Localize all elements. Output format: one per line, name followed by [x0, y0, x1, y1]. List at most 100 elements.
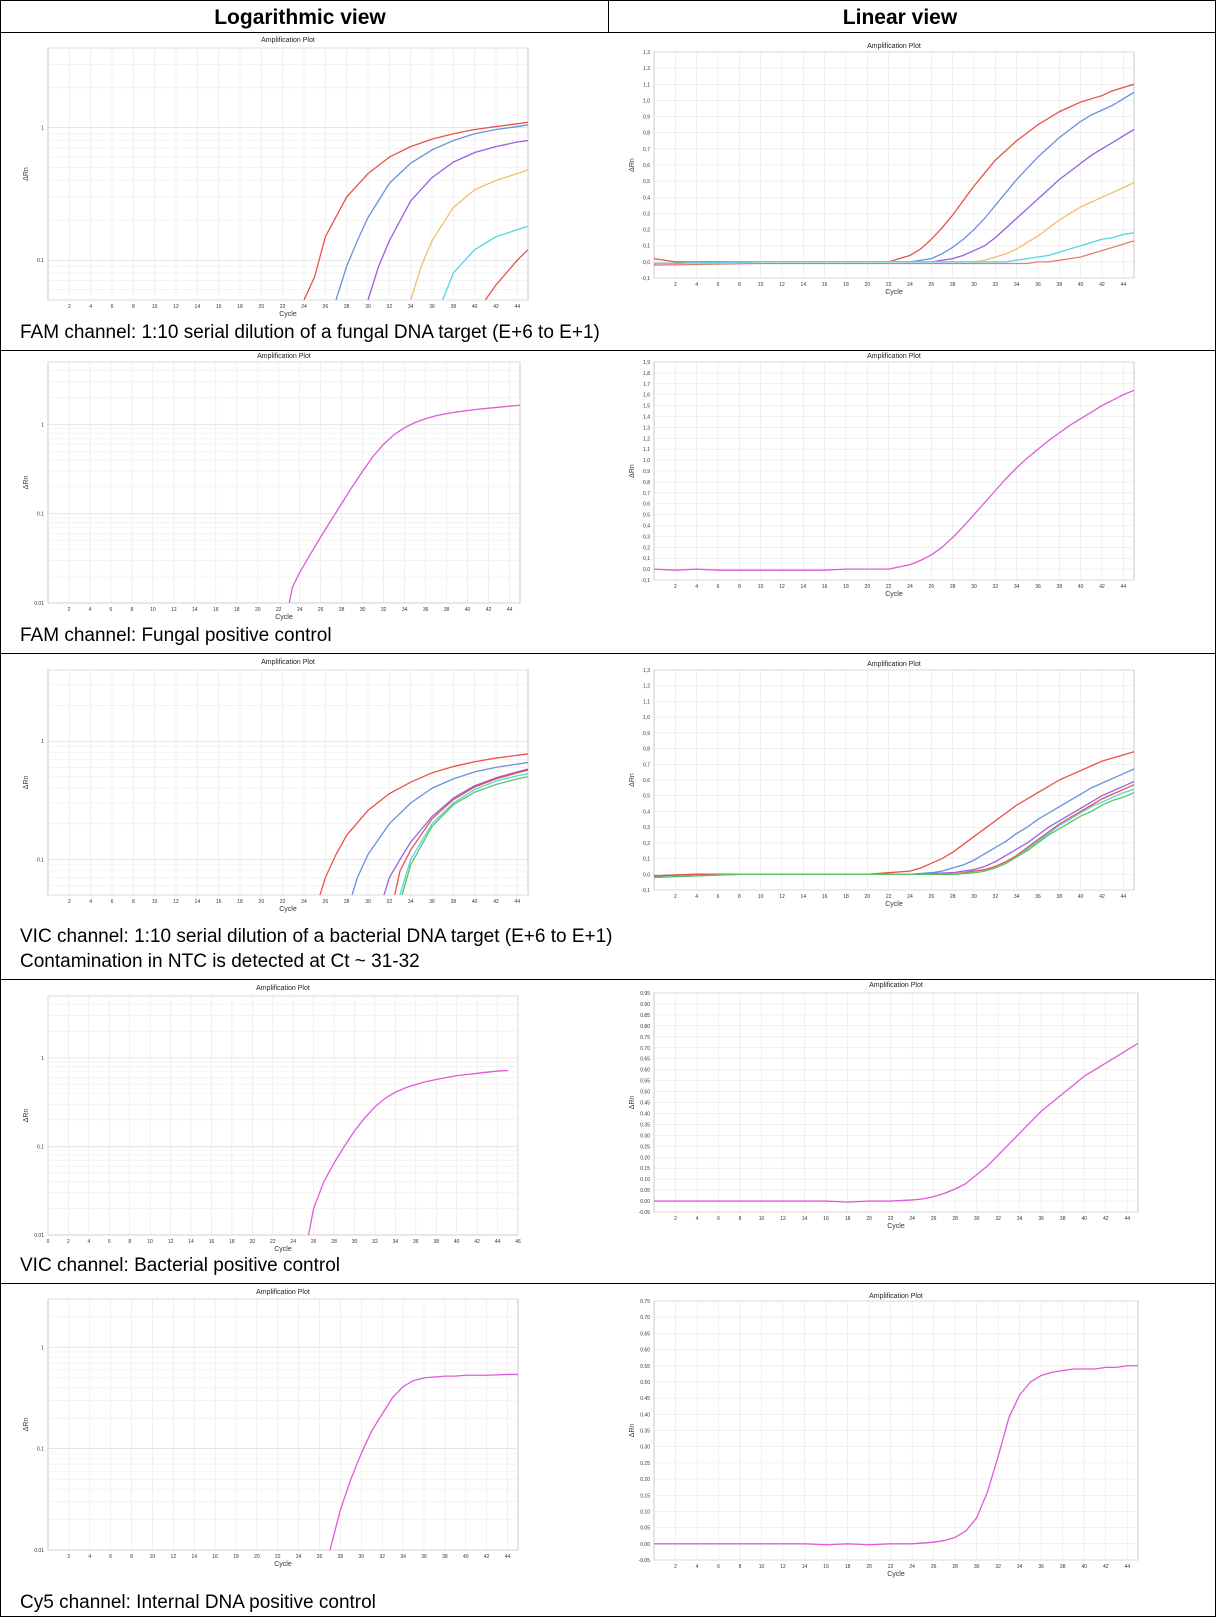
- series-line-3: [654, 128, 1134, 265]
- x-tick-label: 34: [1017, 1216, 1023, 1222]
- caption-row-3-line-1: VIC channel: 1:10 serial dilution of a b…: [20, 926, 613, 947]
- x-tick-label: 28: [338, 1554, 344, 1560]
- x-tick-label: 26: [311, 1239, 317, 1245]
- x-tick-label: 4: [89, 899, 92, 905]
- y-tick-label: 0,2: [643, 228, 650, 234]
- x-tick-label: 36: [1035, 584, 1041, 590]
- y-tick-label: 1,2: [643, 436, 650, 442]
- x-tick-label: 18: [229, 1239, 235, 1245]
- x-tick-label: 24: [909, 1564, 915, 1570]
- chart-panel-10: 2 4 6 8 10 12 14 16 18 20 22 24 26 28 30 32 34 36 38 40 42 44…: [629, 1293, 1139, 1578]
- x-tick-label: 16: [216, 899, 222, 905]
- y-tick-label: 1,2: [643, 66, 650, 72]
- x-tick-label: 42: [493, 899, 499, 905]
- plot-frame: [47, 361, 521, 604]
- y-tick-label: 1,1: [643, 447, 650, 453]
- y-tick-label: 0.75: [640, 1299, 650, 1305]
- y-tick-label: 0,1: [643, 244, 650, 250]
- x-tick-label: 14: [801, 584, 807, 590]
- y-tick-label: 1: [41, 739, 44, 745]
- y-tick-label: 0.50: [640, 1380, 650, 1386]
- series-line-1: [288, 404, 520, 603]
- x-tick-label: 30: [974, 1216, 980, 1222]
- y-tick-label: 0.25: [640, 1144, 650, 1150]
- x-tick-label: 32: [993, 584, 999, 590]
- y-tick-label: 0,4: [643, 809, 650, 815]
- x-tick-label: 44: [505, 1554, 511, 1560]
- x-tick-label: 6: [108, 1239, 111, 1245]
- y-tick-label: 0,0: [643, 260, 650, 266]
- x-tick-label: 6: [111, 304, 114, 310]
- x-tick-label: 38: [1057, 282, 1063, 288]
- x-tick-label: 8: [738, 584, 741, 590]
- x-tick-label: 14: [188, 1239, 194, 1245]
- x-tick-label: 20: [866, 1564, 872, 1570]
- plot-title: Amplification Plot: [867, 43, 921, 50]
- y-tick-label: 0,6: [643, 502, 650, 508]
- x-tick-label: 42: [484, 1554, 490, 1560]
- x-axis-label: Cycle: [885, 591, 903, 598]
- x-tick-label: 2: [674, 584, 677, 590]
- plot-title: Amplification Plot: [867, 661, 921, 668]
- x-tick-label: 4: [89, 607, 92, 613]
- x-tick-label: 18: [845, 1564, 851, 1570]
- y-tick-label: 1,1: [643, 699, 650, 705]
- x-tick-label: 24: [290, 1239, 296, 1245]
- y-axis-label: ΔRn: [629, 464, 636, 478]
- y-tick-label: 0.90: [640, 1002, 650, 1008]
- y-tick-label: 0.05: [640, 1526, 650, 1532]
- y-tick-label: 0.45: [640, 1396, 650, 1402]
- x-tick-label: 16: [822, 894, 828, 900]
- x-tick-label: 4: [695, 894, 698, 900]
- y-tick-label: 0.70: [640, 1315, 650, 1321]
- y-tick-label: -0,1: [641, 276, 650, 282]
- plot-title: Amplification Plot: [256, 985, 310, 992]
- x-tick-label: 14: [191, 1554, 197, 1560]
- x-tick-label: 2: [68, 607, 71, 613]
- y-tick-label: 0.70: [640, 1046, 650, 1052]
- x-tick-label: 0: [47, 1239, 50, 1245]
- x-tick-label: 46: [515, 1239, 521, 1245]
- y-tick-label: 0,0: [643, 567, 650, 573]
- x-tick-label: 38: [444, 607, 450, 613]
- x-tick-label: 4: [695, 282, 698, 288]
- x-tick-label: 10: [759, 1216, 765, 1222]
- x-tick-label: 28: [950, 584, 956, 590]
- y-tick-label: 0.25: [640, 1461, 650, 1467]
- x-tick-label: 8: [739, 1216, 742, 1222]
- x-tick-label: 22: [888, 1564, 894, 1570]
- x-tick-label: 38: [1060, 1216, 1066, 1222]
- x-tick-label: 42: [1099, 584, 1105, 590]
- x-tick-label: 12: [171, 1554, 177, 1560]
- x-tick-label: 12: [780, 1564, 786, 1570]
- x-tick-label: 32: [993, 282, 999, 288]
- y-axis-label: ΔRn: [629, 158, 636, 172]
- x-axis-label: Cycle: [274, 1246, 292, 1253]
- caption-row-5: Cy5 channel: Internal DNA positive contr…: [20, 1592, 376, 1613]
- x-tick-label: 26: [929, 894, 935, 900]
- x-tick-label: 20: [865, 282, 871, 288]
- x-tick-label: 40: [472, 899, 478, 905]
- x-tick-label: 38: [451, 304, 457, 310]
- x-axis-label: Cycle: [885, 901, 903, 908]
- x-tick-label: 30: [365, 304, 371, 310]
- x-tick-label: 16: [209, 1239, 215, 1245]
- x-tick-label: 10: [758, 584, 764, 590]
- x-tick-label: 44: [495, 1239, 501, 1245]
- plot-title: Amplification Plot: [257, 353, 311, 360]
- x-tick-label: 22: [270, 1239, 276, 1245]
- x-tick-label: 14: [195, 899, 201, 905]
- series-line-1: [654, 1365, 1138, 1546]
- series-group: [319, 753, 528, 895]
- x-tick-label: 8: [738, 894, 741, 900]
- series-line-6: [401, 776, 528, 895]
- y-tick-label: 0,6: [643, 778, 650, 784]
- x-tick-label: 12: [173, 304, 179, 310]
- y-axis-label: ΔRn: [23, 1418, 30, 1432]
- series-line-4: [394, 769, 528, 895]
- x-tick-label: 30: [365, 899, 371, 905]
- x-tick-label: 28: [344, 304, 350, 310]
- y-tick-label: 0.55: [640, 1364, 650, 1370]
- x-tick-label: 14: [192, 607, 198, 613]
